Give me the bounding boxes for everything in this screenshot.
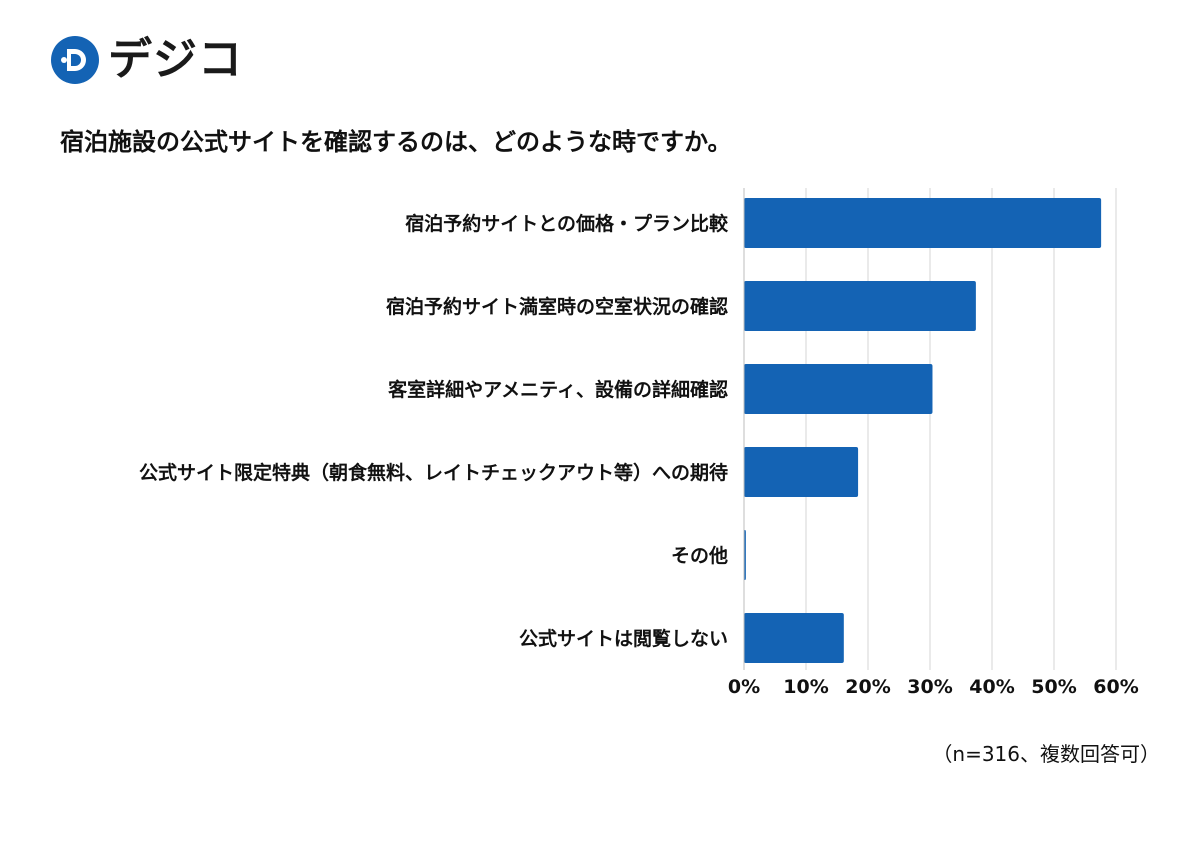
bar: [744, 447, 859, 497]
bar: [744, 613, 844, 663]
category-label: 宿泊予約サイト満室時の空室状況の確認: [386, 295, 728, 318]
category-label: 公式サイト限定特典（朝食無料、レイトチェックアウト等）への期待: [139, 461, 728, 484]
category-label: 宿泊予約サイトとの価格・プラン比較: [405, 212, 729, 235]
x-tick-label: 60%: [1093, 676, 1138, 698]
brand-name: デジコ: [108, 34, 243, 85]
x-tick-label: 0%: [728, 676, 760, 698]
x-tick-label: 30%: [907, 676, 952, 698]
x-tick-label: 40%: [969, 676, 1014, 698]
bar: [744, 364, 933, 414]
chart-title: 宿泊施設の公式サイトを確認するのは、どのような時ですか。: [60, 128, 732, 156]
brand-logo: デジコ: [50, 34, 243, 86]
sample-note: （n=316、複数回答可）: [932, 742, 1160, 766]
logo-d-icon: [51, 36, 99, 84]
category-label: 客室詳細やアメニティ、設備の詳細確認: [388, 378, 728, 401]
x-tick-label: 10%: [783, 676, 828, 698]
x-tick-label: 20%: [845, 676, 890, 698]
bar: [744, 281, 976, 331]
x-tick-label: 50%: [1031, 676, 1076, 698]
bar: [744, 198, 1102, 248]
category-label: 公式サイトは閲覧しない: [519, 627, 728, 650]
category-label: その他: [671, 544, 728, 567]
